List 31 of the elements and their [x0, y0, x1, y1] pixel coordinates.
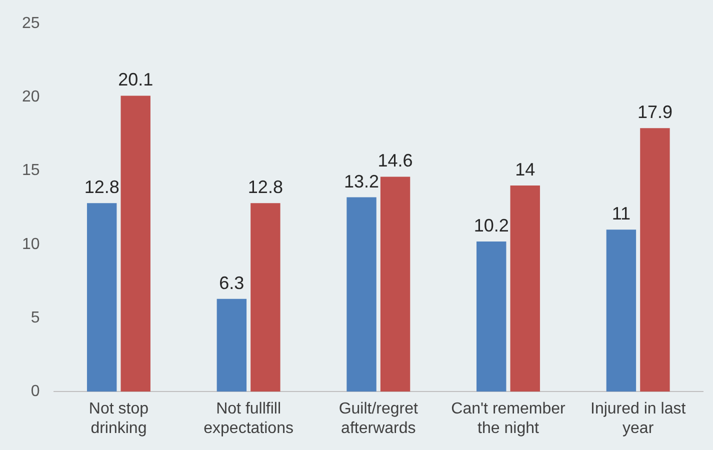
bar: [640, 128, 670, 392]
y-tick-label: 10: [22, 236, 40, 253]
y-tick-label: 5: [30, 309, 40, 326]
bar: [346, 197, 376, 392]
data-label: 17.9: [637, 102, 672, 122]
x-tick-label: Guilt/regret afterwards: [338, 400, 419, 437]
data-label: 6.3: [219, 272, 244, 293]
data-label: 10.2: [474, 215, 509, 236]
y-tick-label: 25: [22, 15, 40, 32]
data-label: 20.1: [118, 70, 154, 90]
data-label: 12.8: [248, 177, 283, 198]
x-tick-label: Injured in last year: [590, 400, 686, 437]
x-tick-label: Not fullfill expectations: [204, 400, 294, 437]
data-label: 11: [612, 204, 631, 224]
data-label: 12.8: [84, 177, 120, 198]
data-label: 13.2: [344, 171, 380, 192]
bar: [380, 176, 410, 392]
data-label: 14.6: [378, 150, 413, 171]
bar: [216, 298, 247, 392]
x-tick-label: Can't remember the night: [451, 400, 566, 437]
bar: [86, 203, 117, 392]
bar: [250, 203, 280, 392]
bar: [120, 96, 150, 392]
y-tick-label: 20: [22, 88, 40, 106]
y-tick-label: 0: [30, 383, 40, 400]
bar: [606, 230, 636, 392]
data-label: 14: [515, 159, 536, 180]
x-tick-label: Not stop drinking: [88, 400, 149, 437]
bar: [510, 186, 540, 392]
bar: [476, 241, 506, 392]
y-tick-label: 15: [22, 162, 40, 180]
